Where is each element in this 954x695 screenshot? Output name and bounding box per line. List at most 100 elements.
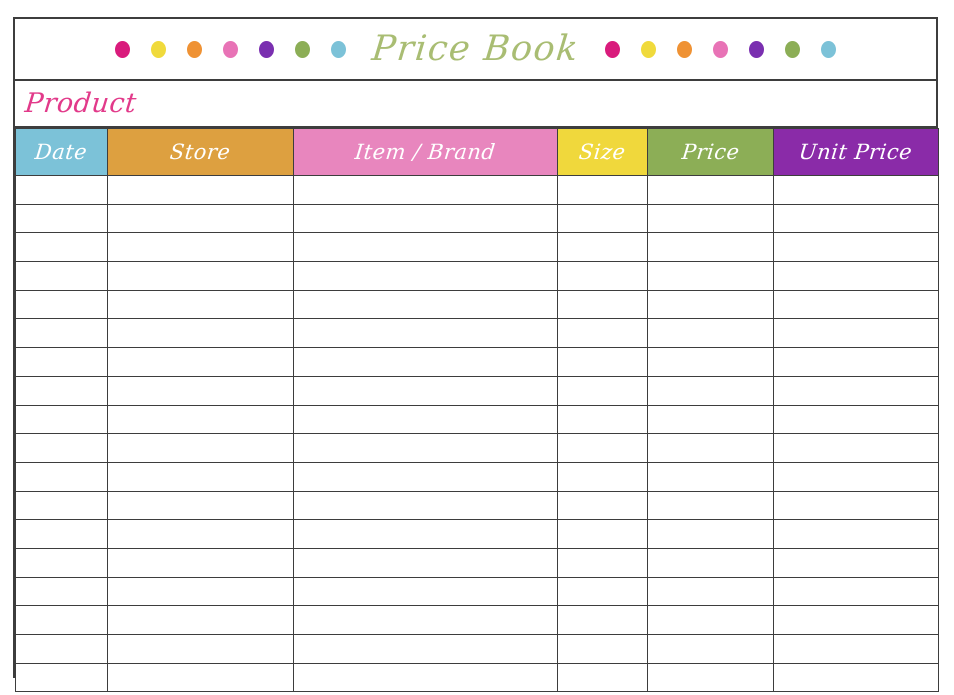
cell-size[interactable] <box>557 261 648 291</box>
cell-date[interactable] <box>15 203 108 234</box>
cell-item[interactable] <box>293 519 558 549</box>
cell-price[interactable] <box>647 375 774 406</box>
cell-unit_price[interactable] <box>773 490 939 521</box>
cell-unit_price[interactable] <box>773 519 939 549</box>
cell-item[interactable] <box>293 203 558 234</box>
cell-item[interactable] <box>293 605 558 635</box>
cell-date[interactable] <box>15 634 108 664</box>
cell-store[interactable] <box>107 634 294 664</box>
cell-unit_price[interactable] <box>773 404 939 435</box>
cell-unit_price[interactable] <box>773 461 939 492</box>
cell-store[interactable] <box>107 519 294 549</box>
cell-unit_price[interactable] <box>773 261 939 291</box>
cell-item[interactable] <box>293 576 558 607</box>
cell-item[interactable] <box>293 175 558 205</box>
cell-unit_price[interactable] <box>773 289 939 320</box>
cell-date[interactable] <box>15 232 108 263</box>
cell-store[interactable] <box>107 547 294 578</box>
cell-date[interactable] <box>15 261 108 291</box>
cell-date[interactable] <box>15 662 108 693</box>
cell-store[interactable] <box>107 261 294 291</box>
cell-size[interactable] <box>557 662 648 693</box>
cell-price[interactable] <box>647 203 774 234</box>
cell-size[interactable] <box>557 461 648 492</box>
cell-date[interactable] <box>15 433 108 463</box>
cell-price[interactable] <box>647 318 774 349</box>
cell-item[interactable] <box>293 289 558 320</box>
cell-date[interactable] <box>15 175 108 205</box>
cell-store[interactable] <box>107 662 294 693</box>
cell-size[interactable] <box>557 232 648 263</box>
cell-price[interactable] <box>647 576 774 607</box>
cell-price[interactable] <box>647 605 774 635</box>
cell-date[interactable] <box>15 461 108 492</box>
cell-size[interactable] <box>557 605 648 635</box>
cell-unit_price[interactable] <box>773 605 939 635</box>
cell-unit_price[interactable] <box>773 375 939 406</box>
cell-size[interactable] <box>557 175 648 205</box>
cell-price[interactable] <box>647 547 774 578</box>
cell-item[interactable] <box>293 404 558 435</box>
cell-unit_price[interactable] <box>773 318 939 349</box>
cell-store[interactable] <box>107 605 294 635</box>
cell-size[interactable] <box>557 433 648 463</box>
cell-date[interactable] <box>15 347 108 377</box>
cell-date[interactable] <box>15 547 108 578</box>
cell-item[interactable] <box>293 461 558 492</box>
cell-store[interactable] <box>107 203 294 234</box>
cell-unit_price[interactable] <box>773 547 939 578</box>
cell-size[interactable] <box>557 547 648 578</box>
cell-store[interactable] <box>107 347 294 377</box>
cell-store[interactable] <box>107 490 294 521</box>
cell-size[interactable] <box>557 347 648 377</box>
cell-size[interactable] <box>557 375 648 406</box>
cell-store[interactable] <box>107 404 294 435</box>
cell-size[interactable] <box>557 490 648 521</box>
cell-unit_price[interactable] <box>773 433 939 463</box>
cell-date[interactable] <box>15 289 108 320</box>
cell-size[interactable] <box>557 289 648 320</box>
cell-price[interactable] <box>647 404 774 435</box>
cell-price[interactable] <box>647 490 774 521</box>
cell-store[interactable] <box>107 433 294 463</box>
cell-price[interactable] <box>647 175 774 205</box>
cell-unit_price[interactable] <box>773 662 939 693</box>
cell-size[interactable] <box>557 576 648 607</box>
cell-store[interactable] <box>107 461 294 492</box>
cell-unit_price[interactable] <box>773 576 939 607</box>
cell-store[interactable] <box>107 576 294 607</box>
cell-date[interactable] <box>15 605 108 635</box>
cell-item[interactable] <box>293 662 558 693</box>
cell-item[interactable] <box>293 634 558 664</box>
cell-date[interactable] <box>15 519 108 549</box>
cell-price[interactable] <box>647 519 774 549</box>
cell-store[interactable] <box>107 318 294 349</box>
cell-size[interactable] <box>557 404 648 435</box>
cell-price[interactable] <box>647 261 774 291</box>
cell-size[interactable] <box>557 318 648 349</box>
cell-date[interactable] <box>15 375 108 406</box>
cell-store[interactable] <box>107 232 294 263</box>
cell-item[interactable] <box>293 490 558 521</box>
cell-date[interactable] <box>15 490 108 521</box>
cell-unit_price[interactable] <box>773 203 939 234</box>
cell-size[interactable] <box>557 203 648 234</box>
cell-price[interactable] <box>647 461 774 492</box>
cell-size[interactable] <box>557 634 648 664</box>
cell-item[interactable] <box>293 232 558 263</box>
cell-unit_price[interactable] <box>773 634 939 664</box>
cell-price[interactable] <box>647 289 774 320</box>
cell-price[interactable] <box>647 433 774 463</box>
cell-item[interactable] <box>293 547 558 578</box>
cell-price[interactable] <box>647 662 774 693</box>
cell-date[interactable] <box>15 404 108 435</box>
product-field-row[interactable]: Product <box>15 81 936 128</box>
cell-date[interactable] <box>15 318 108 349</box>
cell-unit_price[interactable] <box>773 175 939 205</box>
cell-item[interactable] <box>293 261 558 291</box>
cell-item[interactable] <box>293 375 558 406</box>
cell-unit_price[interactable] <box>773 347 939 377</box>
cell-item[interactable] <box>293 318 558 349</box>
cell-size[interactable] <box>557 519 648 549</box>
cell-store[interactable] <box>107 375 294 406</box>
